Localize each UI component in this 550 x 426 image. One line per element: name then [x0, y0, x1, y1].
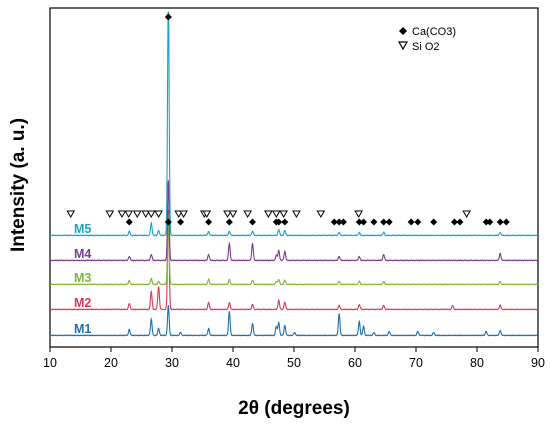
series-line-m1 — [49, 305, 539, 337]
series-layer — [49, 10, 539, 337]
plot-frame — [49, 7, 539, 348]
legend-caco3-diamond-icon — [399, 27, 407, 35]
series-line-m3 — [49, 214, 539, 286]
caco3-marker — [339, 218, 347, 226]
series-label-m1: M1 — [74, 322, 91, 336]
caco3-marker — [502, 218, 510, 226]
caco3-marker — [249, 218, 257, 226]
series-label-m4: M4 — [74, 247, 91, 261]
sio2-marker — [117, 210, 127, 218]
sio2-marker — [243, 210, 253, 218]
series-label-m5: M5 — [74, 222, 91, 236]
caco3-marker — [335, 218, 343, 226]
y-axis-label: Intensity (a. u.) — [8, 118, 29, 252]
sio2-marker — [223, 210, 232, 218]
x-tick-label: 90 — [531, 356, 545, 370]
series-line-m5 — [49, 10, 539, 237]
caco3-marker — [414, 218, 422, 226]
legend-sio2-triangle-icon — [397, 41, 409, 51]
series-line-m4 — [49, 180, 539, 262]
caco3-marker — [360, 218, 368, 226]
plot-area-border — [49, 7, 539, 348]
sio2-marker — [141, 210, 151, 218]
x-tick-layer: 10 20 30 40 50 60 70 80 90 — [43, 347, 545, 370]
caco3-marker — [125, 218, 133, 226]
sio2-marker — [124, 210, 134, 218]
caco3-marker — [370, 218, 378, 226]
sio2-marker — [279, 210, 289, 218]
caco3-main-peak-marker — [164, 13, 172, 21]
x-tick-label: 10 — [43, 356, 57, 370]
x-tick-label: 60 — [348, 356, 362, 370]
series-label-m3: M3 — [74, 271, 91, 285]
x-tick-label: 80 — [470, 356, 484, 370]
phase-marker-layer — [66, 13, 510, 226]
x-tick-label: 20 — [104, 356, 118, 370]
sio2-marker — [271, 210, 281, 218]
sio2-marker — [179, 210, 188, 218]
caco3-marker — [205, 218, 213, 226]
sio2-marker — [146, 210, 156, 218]
x-tick-label: 70 — [409, 356, 423, 370]
sio2-marker — [264, 210, 273, 218]
sio2-marker — [105, 210, 115, 218]
series-label-m2: M2 — [74, 296, 91, 310]
caco3-marker — [281, 218, 289, 226]
caco3-marker — [407, 218, 415, 226]
caco3-marker — [164, 218, 172, 226]
series-line-m2 — [49, 209, 539, 311]
caco3-marker — [430, 218, 438, 226]
caco3-marker — [482, 218, 490, 226]
x-tick-label: 50 — [287, 356, 301, 370]
caco3-marker — [177, 218, 185, 226]
caco3-marker — [450, 218, 458, 226]
sio2-marker — [154, 210, 163, 218]
sio2-marker — [316, 210, 326, 218]
x-tick-label: 30 — [165, 356, 179, 370]
series-label-layer: M1 M2 M3 M4 M5 — [74, 222, 91, 336]
caco3-marker — [225, 218, 233, 226]
sio2-marker — [66, 210, 76, 218]
x-axis-label: 2θ (degrees) — [238, 398, 350, 419]
legend-sio2-label: Si O2 — [412, 41, 440, 53]
sio2-marker — [228, 210, 238, 218]
legend: Ca(CO3) Si O2 — [397, 26, 456, 53]
legend-caco3-label: Ca(CO3) — [412, 26, 456, 38]
caco3-marker — [486, 218, 494, 226]
sio2-marker — [132, 210, 142, 218]
caco3-marker — [330, 218, 338, 226]
sio2-marker — [462, 210, 472, 218]
sio2-marker — [354, 210, 364, 218]
caco3-marker — [456, 218, 464, 226]
sio2-marker — [292, 210, 301, 218]
caco3-marker — [380, 218, 388, 226]
caco3-marker — [385, 218, 393, 226]
caco3-marker — [275, 218, 283, 226]
sio2-marker — [202, 210, 212, 218]
x-tick-label: 40 — [226, 356, 240, 370]
caco3-marker — [496, 218, 504, 226]
caco3-marker — [355, 218, 363, 226]
